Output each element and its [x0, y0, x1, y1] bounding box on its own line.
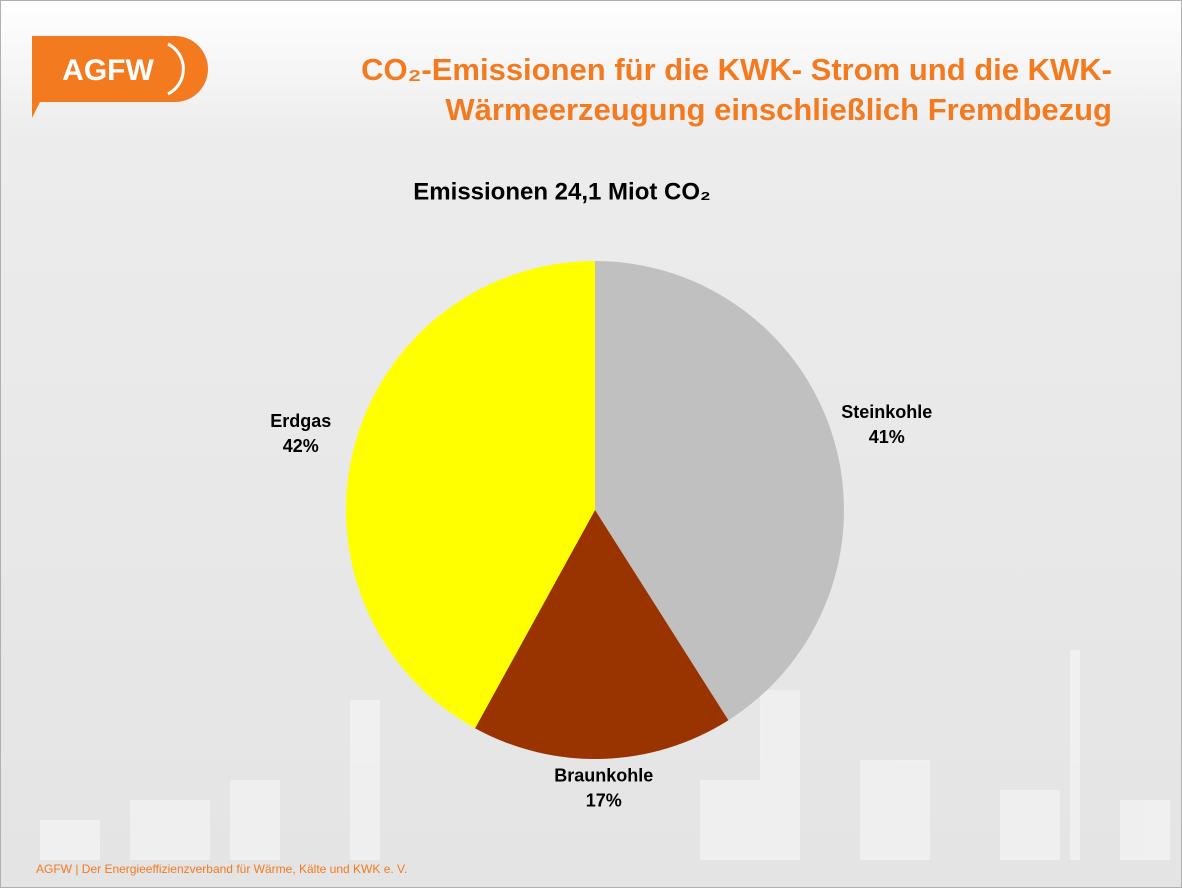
title-line: Wärmeerzeugung einschließlich Fremdbezug — [445, 92, 1112, 127]
logo-text: AGFW — [62, 54, 154, 87]
chart-subtitle: Emissionen 24,1 Miot CO₂ — [413, 178, 710, 205]
footer: AGFW | Der Energieeffizienzverband für W… — [36, 862, 407, 876]
value-label: 41% — [869, 427, 905, 447]
slice-label: Steinkohle — [841, 402, 932, 422]
value-label: 42% — [283, 436, 319, 456]
slice-label: Erdgas — [270, 411, 331, 431]
title-line: CO₂-Emissionen für die KWK- Strom und di… — [361, 52, 1112, 87]
value-label: 17% — [586, 790, 622, 810]
slide: AGFW CO₂-Emissionen für die KWK- Strom u… — [0, 0, 1182, 888]
slice-label: Braunkohle — [554, 765, 653, 785]
chart: AGFW CO₂-Emissionen für die KWK- Strom u… — [0, 0, 1182, 888]
